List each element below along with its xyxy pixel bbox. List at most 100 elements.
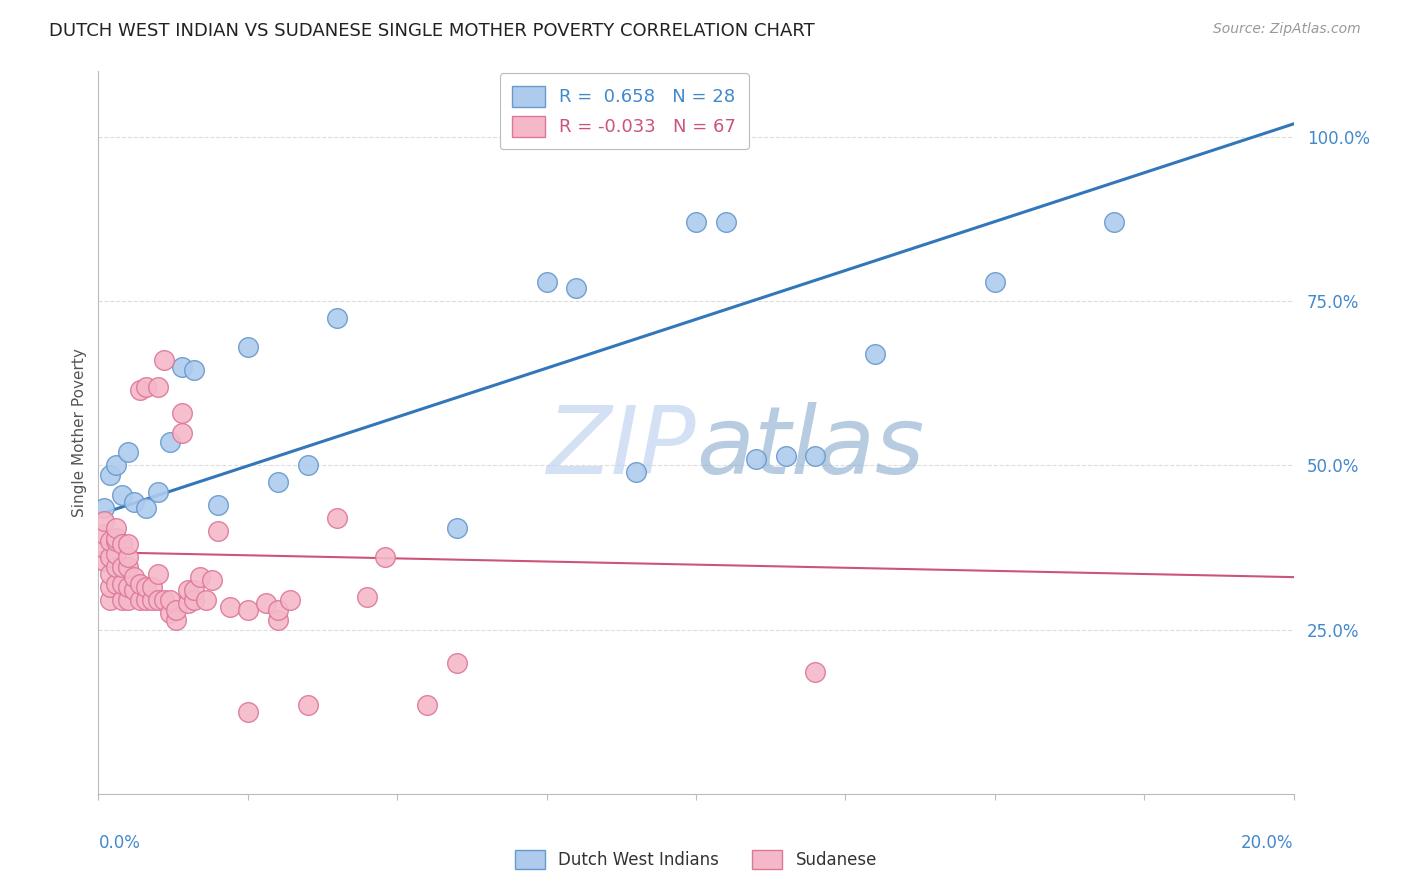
Point [153,353,176,368]
Text: Source: ZipAtlas.com: Source: ZipAtlas.com [1213,22,1361,37]
Point [446,656,468,670]
Point [135,379,157,393]
Point [183,363,205,377]
Point [183,593,205,607]
Point [267,475,290,489]
Point [201,574,224,588]
Point [195,593,218,607]
Point [775,449,797,463]
Point [135,593,157,607]
Point [111,488,134,502]
Point [98,593,122,607]
Point [124,494,146,508]
Point [565,281,588,295]
Point [98,550,122,565]
Point [105,533,128,548]
Point [536,275,558,289]
Point [141,593,163,607]
Point [148,566,170,581]
Point [117,445,139,459]
Point [219,599,242,614]
Point [159,435,181,450]
Point [141,580,163,594]
Point [98,580,122,594]
Point [105,576,128,591]
Point [165,613,187,627]
Point [278,593,301,607]
Point [98,566,122,581]
Point [714,215,737,229]
Point [98,468,122,483]
Point [1104,215,1126,229]
Point [105,547,128,561]
Point [93,554,115,568]
Point [111,537,134,551]
Point [111,576,134,591]
Point [159,607,181,621]
Point [254,596,277,610]
Text: atlas: atlas [696,401,924,492]
Point [207,524,229,538]
Point [416,698,439,713]
Point [135,580,157,594]
Point [124,570,146,584]
Point [326,511,349,525]
Point [865,347,887,361]
Point [236,603,259,617]
Point [159,593,181,607]
Point [148,484,170,499]
Point [148,593,170,607]
Legend: Dutch West Indians, Sudanese: Dutch West Indians, Sudanese [503,838,889,881]
Point [685,215,707,229]
Point [129,383,152,397]
Point [93,527,115,541]
Point [165,603,187,617]
Point [117,550,139,565]
Point [236,705,259,719]
Point [183,583,205,598]
Point [148,379,170,393]
Point [804,665,827,680]
Point [297,698,319,713]
Point [172,406,194,420]
Text: ZIP: ZIP [547,401,696,492]
Point [153,593,176,607]
Point [105,458,128,473]
Point [374,550,396,565]
Point [93,501,115,516]
Point [117,580,139,594]
Point [267,613,290,627]
Point [98,533,122,548]
Point [177,596,200,610]
Point [804,449,827,463]
Point [124,583,146,598]
Point [984,275,1007,289]
Point [111,593,134,607]
Point [207,498,229,512]
Point [111,560,134,574]
Point [117,560,139,574]
Point [105,560,128,574]
Point [93,514,115,528]
Point [93,541,115,555]
Point [105,521,128,535]
Point [129,593,152,607]
Point [626,465,648,479]
Point [745,451,768,466]
Point [117,537,139,551]
Point [326,310,349,325]
Text: 0.0%: 0.0% [98,834,141,852]
Point [129,576,152,591]
Point [177,583,200,598]
Point [105,531,128,545]
Point [172,425,194,440]
Point [446,521,468,535]
Point [236,340,259,354]
Point [267,603,290,617]
Point [117,593,139,607]
Text: 20.0%: 20.0% [1241,834,1294,852]
Text: DUTCH WEST INDIAN VS SUDANESE SINGLE MOTHER POVERTY CORRELATION CHART: DUTCH WEST INDIAN VS SUDANESE SINGLE MOT… [49,22,815,40]
Point [135,501,157,516]
Point [297,458,319,473]
Point [356,590,378,604]
